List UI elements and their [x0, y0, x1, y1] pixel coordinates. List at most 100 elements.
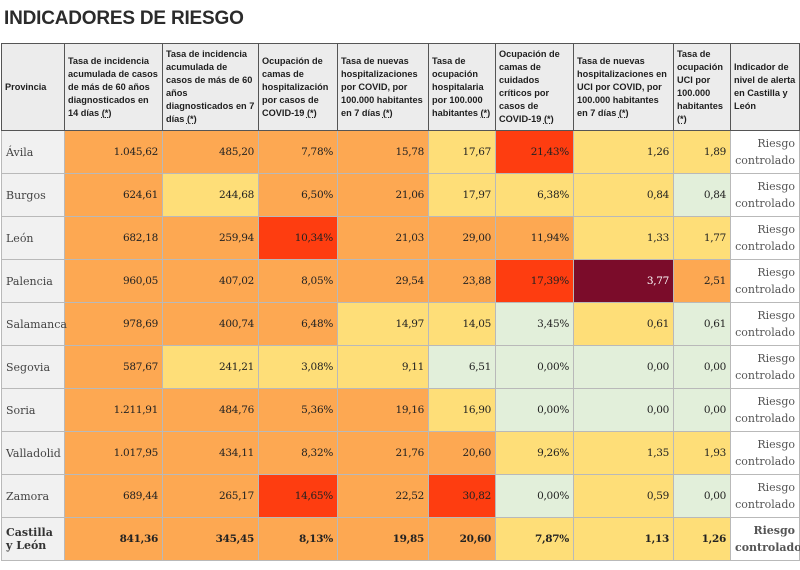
indicator-value-incidencia-14d: 978,69 — [64, 302, 163, 346]
province-name: Palencia — [1, 259, 65, 303]
footnote-link[interactable]: (*) — [101, 107, 112, 118]
indicator-value-ocupacion-uci: 1,93 — [673, 431, 731, 475]
indicator-value-nuevas-hospitalizaciones: 9,11 — [337, 345, 429, 389]
header-label: Provincia — [5, 81, 47, 92]
indicator-value-ocupacion-hospitalaria: 16,90 — [428, 388, 496, 432]
indicator-value-ocupacion-hospitalizacion: 5,36% — [258, 388, 338, 432]
header-label: Tasa de ocupación hospitalaria por 100.0… — [432, 55, 484, 118]
indicator-value-incidencia-14d: 587,67 — [64, 345, 163, 389]
indicator-value-ocupacion-hospitalizacion: 8,05% — [258, 259, 338, 303]
footnote-link[interactable]: (*) — [677, 114, 687, 124]
footnote-link[interactable]: (*) — [480, 107, 491, 118]
indicator-value-ocupacion-criticos: 3,45% — [495, 302, 574, 346]
table-body: Ávila 1.045,62 485,20 7,78% 15,78 17,67 21,43%… — [1, 130, 800, 561]
indicator-value-incidencia-14d: 1.045,62 — [64, 130, 163, 174]
indicator-value-ocupacion-uci: 2,51 — [673, 259, 731, 303]
indicator-value-nuevas-hospitalizaciones: 21,03 — [337, 216, 429, 260]
province-name: Burgos — [1, 173, 65, 217]
indicator-value-incidencia-7d: 434,11 — [162, 431, 259, 475]
header-label: Tasa de ocupación UCI por 100.000 habita… — [677, 49, 723, 111]
header-row: Provincia Tasa de incidencia acumulada de… — [1, 43, 800, 131]
indicator-value-ocupacion-hospitalaria: 20,60 — [428, 517, 496, 561]
indicator-value-nuevas-hospitalizaciones: 19,85 — [337, 517, 429, 561]
table-row: Valladolid 1.017,95 434,11 8,32% 21,76 20,60 9… — [1, 431, 800, 475]
indicator-value-ocupacion-hospitalaria: 20,60 — [428, 431, 496, 475]
header-col-incidencia-14d: Tasa de incidencia acumulada de casos de… — [64, 43, 163, 131]
indicator-value-incidencia-14d: 1.211,91 — [64, 388, 163, 432]
indicator-value-incidencia-7d: 484,76 — [162, 388, 259, 432]
indicator-value-incidencia-7d: 400,74 — [162, 302, 259, 346]
indicator-value-incidencia-7d: 345,45 — [162, 517, 259, 561]
indicator-value-ocupacion-criticos: 0,00% — [495, 474, 574, 518]
header-label: Ocupación de camas de cuidados críticos … — [499, 49, 560, 124]
indicator-value-ocupacion-criticos: 17,39% — [495, 259, 574, 303]
alert-level: Riesgo controlado — [730, 302, 800, 346]
indicator-value-ocupacion-criticos: 7,87% — [495, 517, 574, 561]
table-row: Burgos 624,61 244,68 6,50% 21,06 17,97 6,38% 0,… — [1, 173, 800, 217]
footnote-link[interactable]: (*) — [543, 114, 554, 124]
indicator-value-ocupacion-criticos: 6,38% — [495, 173, 574, 217]
indicator-value-ocupacion-uci: 0,00 — [673, 345, 731, 389]
indicator-value-incidencia-14d: 682,18 — [64, 216, 163, 260]
alert-level: Riesgo controlado — [730, 517, 800, 561]
header-col-incidencia-7d: Tasa de incidencia acumulada de casos de… — [162, 43, 259, 131]
table-row: Segovia 587,67 241,21 3,08% 9,11 6,51 0,00% 0,0… — [1, 345, 800, 389]
footnote-link[interactable]: (*) — [306, 107, 317, 118]
header-label: Tasa de nuevas hospitalizaciones en UCI … — [577, 55, 667, 118]
indicator-value-ocupacion-hospitalizacion: 14,65% — [258, 474, 338, 518]
footnote-link[interactable]: (*) — [618, 107, 629, 118]
indicator-value-incidencia-14d: 1.017,95 — [64, 431, 163, 475]
table-row: Soria 1.211,91 484,76 5,36% 19,16 16,90 0,00% 0… — [1, 388, 800, 432]
header-col-nuevas-uci: Tasa de nuevas hospitalizaciones en UCI … — [573, 43, 674, 131]
indicator-value-incidencia-14d: 960,05 — [64, 259, 163, 303]
indicator-value-nuevas-hospitalizaciones: 19,16 — [337, 388, 429, 432]
indicator-value-incidencia-7d: 265,17 — [162, 474, 259, 518]
province-name: Castilla y León — [1, 517, 65, 561]
header-col-ocupacion-uci: Tasa de ocupación UCI por 100.000 habita… — [673, 43, 731, 131]
indicator-value-ocupacion-hospitalaria: 14,05 — [428, 302, 496, 346]
indicator-value-nuevas-hospitalizaciones: 21,06 — [337, 173, 429, 217]
indicator-value-incidencia-14d: 841,36 — [64, 517, 163, 561]
indicator-value-ocupacion-hospitalizacion: 6,48% — [258, 302, 338, 346]
indicator-value-nuevas-uci: 1,35 — [573, 431, 674, 475]
indicator-value-ocupacion-criticos: 0,00% — [495, 388, 574, 432]
province-name: Segovia — [1, 345, 65, 389]
indicator-value-nuevas-uci: 0,61 — [573, 302, 674, 346]
province-name: Ávila — [1, 130, 65, 174]
footnote-link[interactable]: (*) — [186, 114, 197, 124]
table-row: Palencia 960,05 407,02 8,05% 29,54 23,88 17,39… — [1, 259, 800, 303]
indicator-value-ocupacion-criticos: 9,26% — [495, 431, 574, 475]
indicator-value-nuevas-hospitalizaciones: 21,76 — [337, 431, 429, 475]
header-col-nuevas-hospitalizaciones: Tasa de nuevas hospitalizaciones por COV… — [337, 43, 429, 131]
indicator-value-nuevas-uci: 0,00 — [573, 388, 674, 432]
indicator-value-incidencia-7d: 244,68 — [162, 173, 259, 217]
indicator-value-ocupacion-criticos: 11,94% — [495, 216, 574, 260]
alert-level: Riesgo controlado — [730, 388, 800, 432]
indicator-value-nuevas-hospitalizaciones: 22,52 — [337, 474, 429, 518]
indicator-value-nuevas-uci: 0,84 — [573, 173, 674, 217]
indicator-value-incidencia-14d: 624,61 — [64, 173, 163, 217]
header-label: Tasa de nuevas hospitalizaciones por COV… — [341, 55, 423, 118]
indicator-value-incidencia-7d: 485,20 — [162, 130, 259, 174]
indicator-value-incidencia-7d: 407,02 — [162, 259, 259, 303]
alert-level: Riesgo controlado — [730, 259, 800, 303]
header-col-ocupacion-hospitalizacion: Ocupación de camas de hospitalización po… — [258, 43, 338, 131]
province-name: Valladolid — [1, 431, 65, 475]
indicator-value-ocupacion-hospitalaria: 17,97 — [428, 173, 496, 217]
indicator-value-ocupacion-hospitalaria: 6,51 — [428, 345, 496, 389]
indicator-value-ocupacion-uci: 0,61 — [673, 302, 731, 346]
indicator-value-ocupacion-hospitalaria: 17,67 — [428, 130, 496, 174]
indicator-value-incidencia-7d: 241,21 — [162, 345, 259, 389]
alert-level: Riesgo controlado — [730, 474, 800, 518]
footnote-link[interactable]: (*) — [382, 107, 393, 118]
total-row: Castilla y León 841,36 345,45 8,13% 19,85 20,… — [1, 517, 800, 561]
header-label: Tasa de incidencia acumulada de casos de… — [68, 55, 158, 118]
indicator-value-ocupacion-uci: 0,84 — [673, 173, 731, 217]
indicator-value-ocupacion-uci: 0,00 — [673, 388, 731, 432]
header-label: Tasa de incidencia acumulada de casos de… — [166, 49, 255, 124]
alert-level: Riesgo controlado — [730, 130, 800, 174]
table-row: León 682,18 259,94 10,34% 21,03 29,00 11,94% 1,… — [1, 216, 800, 260]
province-name: Salamanca — [1, 302, 67, 346]
indicator-value-ocupacion-uci: 1,89 — [673, 130, 731, 174]
header-label: Ocupación de camas de hospitalización po… — [262, 55, 329, 118]
